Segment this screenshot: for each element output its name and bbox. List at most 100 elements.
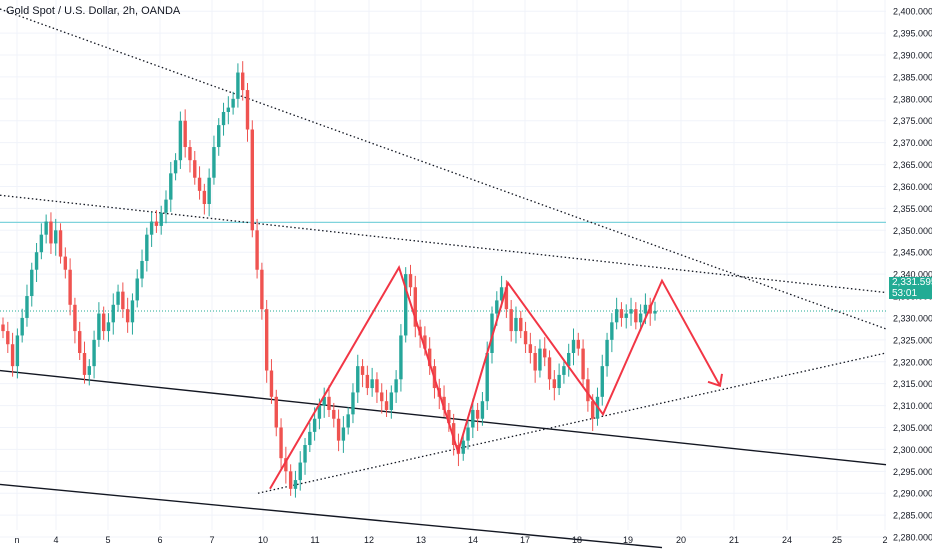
- candle-body: [375, 379, 379, 393]
- candle-body: [312, 418, 317, 432]
- candle-body: [471, 409, 475, 428]
- time-tick-label: 24: [782, 535, 792, 545]
- candle-body: [408, 274, 413, 288]
- candle-body: [547, 357, 552, 380]
- candle-body: [404, 274, 408, 336]
- candle-body: [1, 324, 5, 332]
- trendline-rising-support-dotted: [257, 352, 887, 494]
- price-tick-label: 2,295.000: [893, 467, 932, 477]
- last-price-badge: 2,331.595 53:01: [889, 277, 932, 299]
- candle-body: [274, 396, 278, 428]
- candle-body: [576, 339, 580, 349]
- price-tick-label: 2,280.000: [893, 533, 932, 543]
- candle-body: [614, 309, 619, 323]
- candle-body: [638, 313, 643, 323]
- trendline-channel-upper: [0, 369, 887, 466]
- candle-body: [451, 423, 456, 446]
- time-tick-label: 18: [572, 535, 582, 545]
- time-tick-label: 21: [729, 535, 739, 545]
- candle-body: [490, 313, 494, 353]
- candle-body: [504, 287, 509, 310]
- candle-body: [121, 291, 125, 310]
- candle-body: [116, 291, 120, 305]
- candle-body: [600, 366, 604, 397]
- candle-body: [562, 366, 566, 375]
- time-axis[interactable]: n 4 5 6 7 10 11 12 13 14 17 18 19 20 21 24 25 2: [14, 535, 887, 545]
- candle-body: [336, 418, 341, 441]
- candle-body: [384, 401, 389, 410]
- candle-body: [303, 445, 307, 463]
- candles: [1, 61, 657, 498]
- chart-title: Gold Spot / U.S. Dollar, 2h, OANDA: [6, 5, 181, 17]
- candle-body: [394, 379, 398, 393]
- candle-body: [149, 221, 154, 235]
- candle-body: [207, 177, 211, 205]
- price-tick-label: 2,325.000: [893, 335, 932, 345]
- candle-body: [322, 396, 326, 406]
- candle-body: [624, 313, 628, 318]
- candle-body: [557, 374, 561, 389]
- candle-body: [605, 339, 609, 367]
- candle-body: [178, 120, 183, 161]
- time-tick-label: 2: [882, 535, 887, 545]
- candle-body: [317, 405, 322, 419]
- candle-body: [20, 317, 24, 336]
- candle-body: [173, 160, 178, 174]
- candle-body: [586, 379, 590, 402]
- price-tick-label: 2,395.000: [893, 29, 932, 39]
- price-tick-label: 2,360.000: [893, 182, 932, 192]
- time-tick-label: 7: [209, 535, 214, 545]
- candle-body: [346, 414, 350, 428]
- candle-body: [125, 309, 130, 323]
- price-tick-label: 2,375.000: [893, 116, 932, 126]
- pattern-drawing: [269, 265, 723, 490]
- trendline-middle-descending-dotted: [0, 194, 887, 294]
- candle-body: [499, 287, 504, 301]
- trendlines: [0, 8, 887, 549]
- candle-body: [480, 401, 485, 419]
- candle-body: [610, 322, 614, 340]
- candle-body: [399, 335, 403, 380]
- candle-body: [380, 392, 384, 402]
- candle-body: [461, 440, 465, 454]
- candle-body: [58, 230, 63, 257]
- candle-body: [509, 309, 513, 332]
- candle-body: [528, 344, 533, 353]
- time-tick-label: 19: [623, 535, 633, 545]
- candle-body: [231, 98, 235, 108]
- time-tick-label: 10: [258, 535, 268, 545]
- candle-body: [87, 366, 91, 375]
- candle-body: [54, 230, 58, 244]
- candle-body: [6, 331, 10, 345]
- time-tick-label: 5: [105, 535, 110, 545]
- candle-body: [25, 296, 29, 318]
- candle-body: [169, 173, 173, 200]
- price-tick-label: 2,390.000: [893, 51, 932, 61]
- candle-body: [39, 234, 44, 253]
- candle-body: [495, 300, 499, 314]
- candle-body: [279, 427, 283, 459]
- price-tick-label: 2,400.000: [893, 7, 932, 17]
- candle-body: [101, 313, 106, 332]
- candle-body: [643, 304, 648, 314]
- candle-body: [523, 331, 528, 345]
- time-tick-label: 17: [520, 535, 530, 545]
- candle-body: [164, 199, 168, 213]
- price-axis[interactable]: 2,280.000 2,285.000 2,290.000 2,295.000 2,30…: [893, 7, 932, 543]
- candle-body: [44, 221, 48, 235]
- candle-body: [543, 348, 547, 358]
- candle-body: [245, 90, 250, 130]
- candle-body: [427, 348, 432, 367]
- price-tick-label: 2,285.000: [893, 511, 932, 521]
- candle-body: [567, 352, 571, 367]
- candle-body: [653, 310, 657, 314]
- candle-body: [293, 480, 298, 489]
- candle-body: [78, 331, 82, 353]
- candle-body: [226, 107, 231, 112]
- price-tick-label: 2,350.000: [893, 226, 932, 236]
- candle-body: [15, 335, 20, 367]
- time-tick-label: 20: [676, 535, 686, 545]
- candle-body: [221, 111, 226, 126]
